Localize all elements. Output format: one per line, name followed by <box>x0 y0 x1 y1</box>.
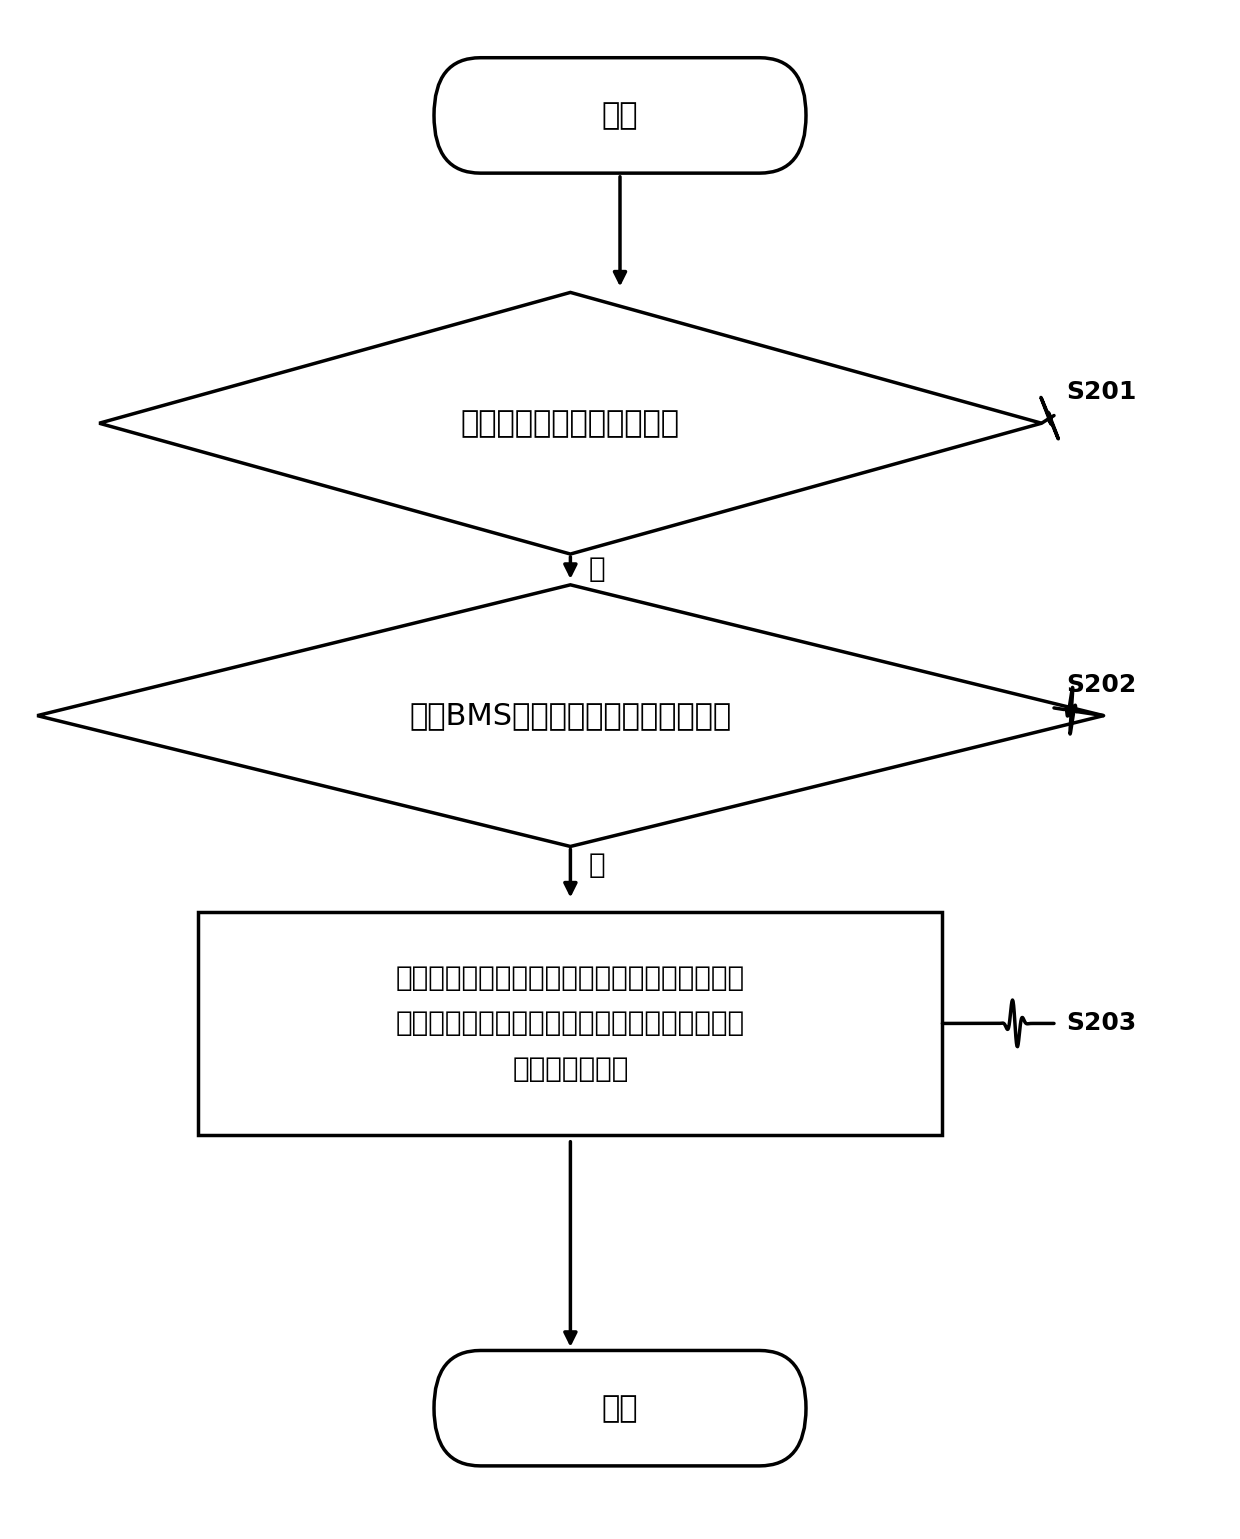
FancyBboxPatch shape <box>434 1351 806 1465</box>
Polygon shape <box>37 585 1104 846</box>
Text: 是: 是 <box>589 556 605 583</box>
Text: S201: S201 <box>1066 380 1137 405</box>
Text: 判断BMS系统是否处于均衡开启状态: 判断BMS系统是否处于均衡开启状态 <box>409 702 732 729</box>
Text: 结束: 结束 <box>601 1394 639 1422</box>
Text: 开始: 开始 <box>601 102 639 129</box>
Polygon shape <box>99 292 1042 554</box>
Bar <box>198 911 942 1136</box>
Text: S203: S203 <box>1066 1011 1137 1036</box>
Text: S202: S202 <box>1066 673 1137 697</box>
FancyBboxPatch shape <box>434 57 806 172</box>
Text: 判断电池是否处于静置状态: 判断电池是否处于静置状态 <box>461 409 680 437</box>
Text: 将均衡开关的开关频率依次调整至多个预设频率
値，以便为电池提供与每一预设频率値对应的交
流阻抗测试信号: 将均衡开关的开关频率依次调整至多个预设频率 値，以便为电池提供与每一预设频率値对… <box>396 963 745 1083</box>
Text: 是: 是 <box>589 851 605 879</box>
